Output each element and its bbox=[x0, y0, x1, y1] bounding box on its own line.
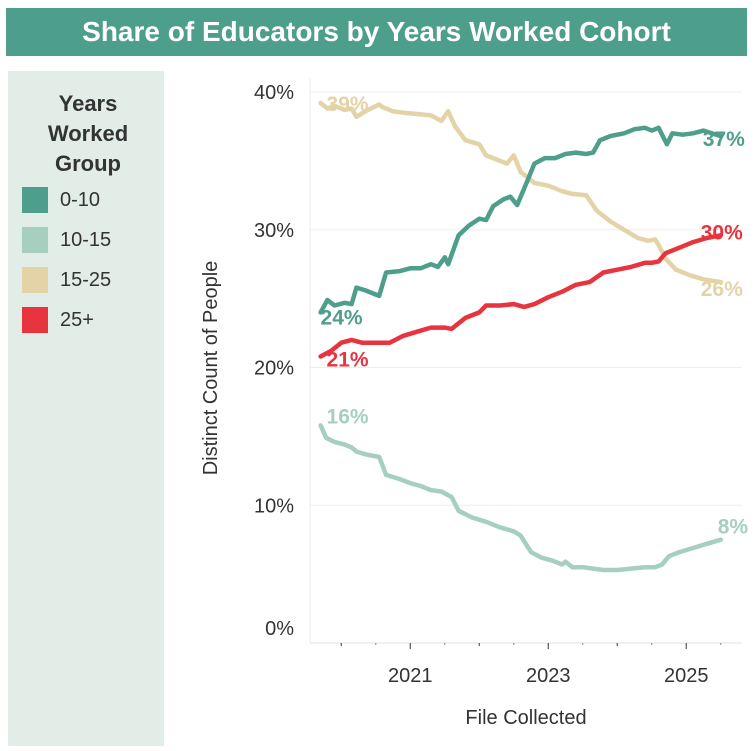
y-tick-label: 20% bbox=[254, 358, 294, 380]
legend-label-25-plus: 25+ bbox=[60, 309, 94, 331]
x-tick-label: 2025 bbox=[664, 665, 709, 687]
legend-swatch-25-plus bbox=[22, 307, 48, 333]
x-axis-title: File Collected bbox=[465, 707, 586, 729]
legend: Years Worked Group 0-10 10-15 15-25 25+ bbox=[8, 71, 164, 746]
y-tick-label: 40% bbox=[254, 82, 294, 104]
legend-title-line-3: Group bbox=[55, 151, 121, 176]
legend-swatch-15-25 bbox=[22, 267, 48, 293]
y-axis-title: Distinct Count of People bbox=[200, 261, 222, 476]
start-label-25-plus: 21% bbox=[327, 348, 369, 371]
start-label-15-25: 39% bbox=[327, 93, 369, 116]
legend-title: Years Worked Group bbox=[8, 89, 168, 179]
start-label-10-15: 16% bbox=[327, 405, 369, 428]
series-line-0-10 bbox=[318, 125, 724, 315]
y-tick-label: 0% bbox=[265, 618, 294, 640]
y-tick-label: 30% bbox=[254, 220, 294, 242]
end-label-25-plus: 30% bbox=[701, 221, 743, 244]
series-line-10-15 bbox=[318, 423, 724, 573]
end-label-0-10: 37% bbox=[703, 128, 745, 151]
end-label-15-25: 26% bbox=[701, 278, 743, 301]
x-tick-label: 2021 bbox=[388, 665, 433, 687]
legend-label-10-15: 10-15 bbox=[60, 229, 112, 251]
legend-swatch-10-15 bbox=[22, 227, 48, 253]
legend-label-15-25: 15-25 bbox=[60, 269, 112, 291]
series-line-25-plus bbox=[318, 233, 724, 359]
legend-title-line-2: Worked bbox=[47, 121, 129, 146]
end-label-10-15: 8% bbox=[718, 516, 749, 539]
x-tick-label: 2023 bbox=[526, 665, 571, 687]
legend-swatch-0-10 bbox=[22, 187, 48, 213]
legend-title-line-1: Years bbox=[58, 91, 118, 116]
y-tick-label: 10% bbox=[254, 495, 294, 517]
legend-label-0-10: 0-10 bbox=[60, 189, 101, 211]
chart-title: Share of Educators by Years Worked Cohor… bbox=[6, 8, 747, 56]
series-line-15-25 bbox=[318, 100, 724, 285]
start-label-0-10: 24% bbox=[321, 306, 363, 329]
